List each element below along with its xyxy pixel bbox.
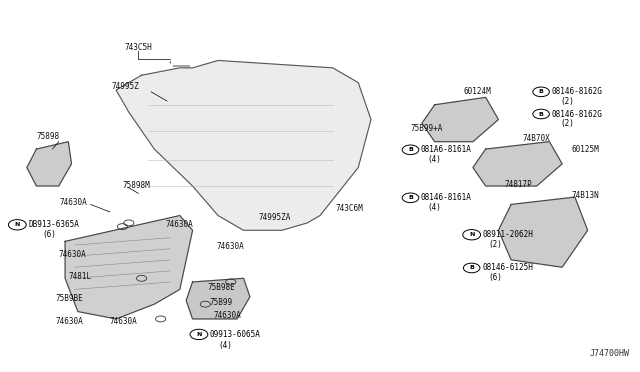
Text: 74630A: 74630A (56, 317, 83, 326)
Text: (6): (6) (43, 230, 57, 239)
Polygon shape (27, 142, 72, 186)
Text: N: N (469, 232, 474, 237)
Text: N: N (196, 332, 202, 337)
Text: 743C5H: 743C5H (125, 43, 152, 52)
Text: 74B13N: 74B13N (572, 191, 600, 200)
Text: 60124M: 60124M (463, 87, 491, 96)
Text: 08146-6125H: 08146-6125H (483, 263, 533, 272)
Text: B: B (408, 195, 413, 200)
Text: (2): (2) (561, 119, 575, 128)
Polygon shape (499, 197, 588, 267)
Text: (2): (2) (489, 240, 503, 249)
Text: (4): (4) (427, 203, 441, 212)
Text: 75B99: 75B99 (210, 298, 233, 307)
Text: 74630A: 74630A (166, 220, 194, 229)
Text: B: B (408, 147, 413, 152)
Text: 75898: 75898 (36, 132, 60, 141)
Polygon shape (116, 61, 371, 230)
Text: 75B99+A: 75B99+A (410, 124, 443, 133)
Text: 09913-6065A: 09913-6065A (210, 330, 260, 339)
Text: 743C6M: 743C6M (336, 203, 364, 213)
Text: (2): (2) (561, 97, 575, 106)
Text: 7481L: 7481L (68, 272, 92, 281)
Text: 60125M: 60125M (572, 145, 600, 154)
Text: 75898M: 75898M (122, 182, 150, 190)
Text: 74995Z: 74995Z (112, 82, 140, 91)
Text: 081A6-8161A: 081A6-8161A (420, 145, 472, 154)
Text: (6): (6) (489, 273, 503, 282)
Polygon shape (65, 215, 193, 319)
Text: 08146-8161A: 08146-8161A (420, 193, 472, 202)
Text: 74995ZA: 74995ZA (259, 213, 291, 222)
Text: (4): (4) (427, 155, 441, 164)
Text: 08911-2062H: 08911-2062H (483, 230, 533, 239)
Text: J74700HW: J74700HW (589, 349, 629, 358)
Text: B: B (539, 112, 543, 116)
Text: 74630A: 74630A (214, 311, 241, 320)
Text: N: N (15, 222, 20, 227)
Text: 74630A: 74630A (217, 243, 244, 251)
Text: 74630A: 74630A (60, 198, 88, 207)
Text: 74817P: 74817P (505, 180, 532, 189)
Text: (4): (4) (218, 341, 232, 350)
Text: 74630A: 74630A (59, 250, 86, 259)
Text: DB913-6365A: DB913-6365A (28, 220, 79, 229)
Text: 74B70X: 74B70X (523, 134, 550, 143)
Polygon shape (186, 278, 250, 319)
Polygon shape (422, 97, 499, 142)
Text: 08146-8162G: 08146-8162G (551, 87, 602, 96)
Text: 08146-8162G: 08146-8162G (551, 109, 602, 119)
Polygon shape (473, 142, 562, 186)
Text: 74630A: 74630A (109, 317, 138, 326)
Text: 75B9BE: 75B9BE (56, 294, 83, 303)
Text: B: B (539, 89, 543, 94)
Text: B: B (469, 266, 474, 270)
Text: 75B98E: 75B98E (207, 283, 235, 292)
